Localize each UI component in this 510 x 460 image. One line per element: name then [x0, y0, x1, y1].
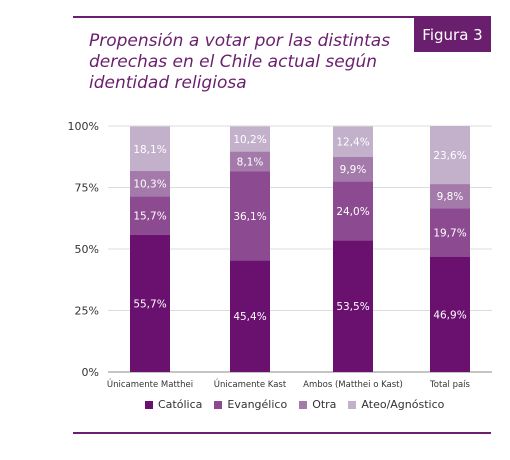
data-label: 9,9%: [340, 164, 367, 176]
bar-segment: [333, 240, 373, 372]
bar-segment: [230, 260, 270, 372]
y-tick-label: 0%: [82, 366, 99, 379]
legend-swatch: [348, 400, 357, 409]
chart-title: Propensión a votar por las distintas der…: [89, 31, 391, 93]
bar-segment: [430, 126, 470, 185]
data-label: 10,2%: [233, 134, 266, 146]
x-category-label: Ambos (Matthei o Kast): [303, 380, 403, 390]
y-tick-label: 25%: [75, 305, 99, 318]
data-label: 24,0%: [336, 206, 369, 218]
x-category-label: Total país: [429, 380, 471, 390]
bar-segment: [130, 234, 170, 372]
bar-segment: [130, 126, 170, 172]
y-tick-label: 75%: [75, 182, 99, 195]
legend-item: Otra: [299, 398, 336, 411]
legend-label: Otra: [312, 398, 337, 411]
data-label: 53,5%: [336, 301, 369, 313]
legend-swatch: [145, 400, 153, 409]
data-label: 55,7%: [133, 298, 166, 310]
figure-label: Figura 3: [422, 26, 483, 44]
legend-label: Católica: [158, 398, 203, 411]
legend-item: Evangélico: [214, 398, 287, 411]
data-label: 15,7%: [133, 211, 166, 223]
legend-swatch: [299, 400, 308, 409]
legend-item: Ateo/Agnóstico: [348, 398, 444, 411]
data-label: 46,9%: [433, 309, 466, 321]
data-label: 18,1%: [133, 144, 166, 156]
legend: Católica Evangélico Otra Ateo/Agnóstico: [145, 398, 444, 411]
bar-segment: [430, 256, 470, 372]
data-label: 10,3%: [133, 179, 166, 191]
legend-label: Evangélico: [227, 398, 288, 411]
legend-swatch: [214, 400, 223, 409]
data-label: 23,6%: [433, 150, 466, 162]
data-label: 45,4%: [233, 311, 266, 323]
bottom-rule: [73, 432, 491, 434]
data-label: 36,1%: [233, 211, 266, 223]
bar-segment: [130, 196, 170, 235]
bar-segment: [230, 151, 270, 172]
bar-segment: [130, 171, 170, 197]
data-label: 8,1%: [237, 157, 264, 169]
bar-segment: [230, 126, 270, 152]
top-rule: [73, 16, 491, 18]
bar-segment: [230, 171, 270, 261]
data-label: 12,4%: [336, 137, 369, 149]
bar-segment: [430, 208, 470, 257]
x-category-label: Únicamente Kast: [214, 378, 287, 390]
bar-segment: [333, 181, 373, 241]
legend-label: Ateo/Agnóstico: [361, 398, 445, 411]
figure-badge: Figura 3: [414, 18, 491, 52]
bar-segment: [333, 126, 373, 157]
legend-item: Católica: [145, 398, 202, 411]
data-label: 19,7%: [433, 227, 466, 239]
x-category-label: Únicamente Matthei: [107, 378, 193, 390]
bar-segment: [430, 184, 470, 209]
y-tick-label: 50%: [75, 243, 99, 256]
stacked-bar-chart: 0% 25% 50% 75% 100% 55,7% 15,7% 10,3% 18,1% Única…: [68, 120, 492, 390]
bar-segment: [333, 156, 373, 182]
data-label: 9,8%: [437, 191, 464, 203]
y-tick-label: 100%: [68, 120, 99, 133]
